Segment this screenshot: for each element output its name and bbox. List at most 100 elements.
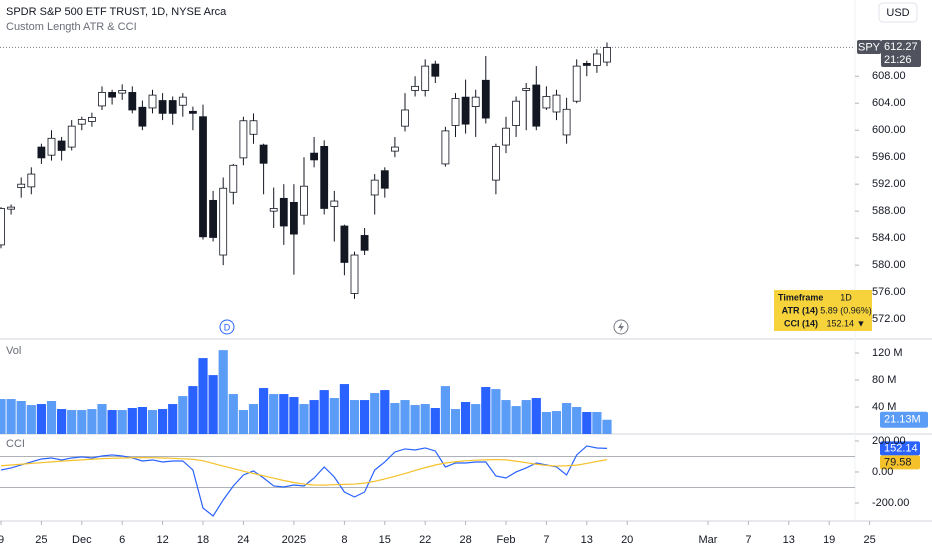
volume-bar — [501, 400, 511, 434]
last-value-label: 79.58 — [884, 456, 912, 468]
volume-bar — [97, 404, 107, 434]
y-tick-label: 120 M — [872, 347, 903, 359]
candle-body — [542, 96, 551, 109]
volume-bar — [309, 400, 319, 434]
candle-body — [98, 92, 106, 107]
candle-body — [471, 96, 480, 107]
candle-body — [522, 87, 531, 91]
info-key: CCI (14) — [784, 318, 818, 328]
volume-bar — [319, 390, 329, 434]
candle-body — [219, 187, 228, 256]
candle-body — [411, 85, 420, 91]
candle-body — [421, 65, 430, 91]
currency-label[interactable]: USD — [886, 7, 909, 19]
volume-bar — [269, 394, 279, 434]
x-tick-label: 13 — [581, 534, 593, 546]
volume-bar — [370, 393, 380, 434]
volume-bar — [380, 390, 390, 434]
candle-body — [209, 199, 218, 238]
last-price-label: 612.27 — [884, 41, 918, 53]
y-tick-label: 584.00 — [872, 232, 906, 244]
candle-body — [47, 137, 56, 156]
candle-body — [532, 84, 541, 127]
candle-body — [360, 235, 369, 251]
volume-bar — [259, 388, 269, 434]
x-tick-label: 15 — [379, 534, 391, 546]
volume-bar — [46, 401, 57, 434]
candle-body — [401, 109, 409, 127]
volume-bar — [0, 399, 6, 434]
candle-body — [249, 120, 258, 135]
y-tick-label: 604.00 — [872, 97, 906, 109]
candle-body — [7, 206, 15, 210]
y-tick-label: 40 M — [872, 401, 896, 413]
candle-body — [512, 100, 520, 126]
volume-bar — [461, 402, 471, 434]
candle-body — [37, 146, 46, 159]
volume-bar — [400, 400, 410, 434]
candle-body — [603, 47, 611, 63]
candle-body — [350, 254, 359, 294]
candle-body — [118, 90, 127, 94]
volume-bar — [6, 399, 16, 434]
volume-bar — [349, 400, 360, 434]
candle-body — [269, 208, 278, 212]
candle-body — [582, 63, 591, 66]
volume-bar — [279, 394, 289, 434]
candle-body — [461, 96, 470, 125]
info-value: 152.14 ▼ — [827, 318, 866, 328]
candle-body — [552, 94, 561, 113]
volume-bar — [329, 398, 339, 434]
candle-body — [27, 173, 36, 188]
dividend-marker-label[interactable]: D — [224, 322, 231, 332]
candle-body — [178, 96, 187, 106]
volume-bar — [77, 410, 87, 434]
candle-body — [67, 125, 76, 148]
volume-bar — [107, 410, 117, 434]
volume-bar — [158, 409, 168, 434]
x-tick-label: 25 — [863, 534, 875, 546]
volume-bar — [87, 409, 97, 434]
volume-bar — [67, 410, 77, 434]
candle-body — [199, 116, 207, 238]
info-box-bg — [774, 290, 872, 331]
candle-body — [239, 120, 248, 159]
y-tick-label: 592.00 — [872, 178, 906, 190]
candle-body — [300, 185, 308, 216]
volume-bar — [410, 405, 420, 434]
cci-line — [0, 445, 608, 517]
y-tick-label: 576.00 — [872, 286, 906, 298]
candle-body — [340, 225, 349, 263]
x-tick-label: 24 — [237, 534, 249, 546]
volume-bar — [339, 384, 349, 434]
volume-bar — [511, 406, 521, 434]
candle-body — [57, 140, 66, 151]
x-tick-label: 19 — [823, 534, 835, 546]
currency-button[interactable] — [878, 2, 918, 23]
volume-bar — [430, 408, 440, 434]
candle-body — [229, 164, 238, 193]
dividend-marker[interactable] — [219, 319, 235, 335]
x-tick-label: 20 — [621, 534, 633, 546]
candle-body — [481, 79, 490, 119]
x-tick-label: 2025 — [282, 534, 306, 546]
x-tick-label: Feb — [497, 534, 516, 546]
volume-bar — [36, 404, 46, 434]
y-tick-label: 0.00 — [872, 466, 893, 478]
x-tick-label: Dec — [72, 534, 92, 546]
candle-body — [17, 183, 26, 188]
candle-body — [502, 127, 510, 146]
volume-bar — [289, 397, 299, 434]
volume-bar — [602, 419, 612, 434]
volume-bar — [178, 396, 188, 434]
candle-body — [380, 170, 389, 189]
volume-bar — [440, 386, 450, 434]
volume-bar — [208, 375, 218, 434]
candle-body — [491, 145, 500, 181]
candle-body — [138, 106, 147, 127]
y-tick-label: -200.00 — [872, 497, 909, 509]
volume-bar — [57, 409, 67, 434]
volume-bar — [117, 410, 127, 434]
y-tick-label: 596.00 — [872, 151, 906, 163]
volume-bar — [450, 409, 461, 434]
